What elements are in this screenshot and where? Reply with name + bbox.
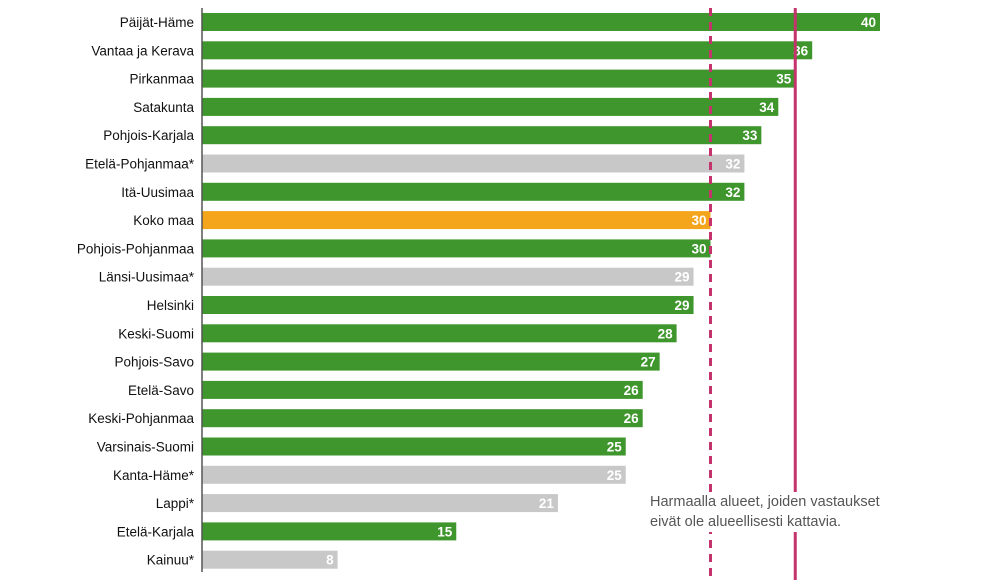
value-label: 30	[691, 213, 706, 228]
bar-kanta-häme	[202, 465, 626, 484]
bar-pohjois-savo	[202, 352, 660, 371]
category-label: Pohjois-Pohjanmaa	[77, 241, 195, 256]
category-label: Etelä-Savo	[128, 383, 194, 398]
value-label: 27	[641, 355, 656, 370]
value-label: 26	[624, 411, 640, 426]
bar-vantaa-ja-kerava	[202, 41, 813, 60]
category-label: Helsinki	[147, 298, 194, 313]
bar-varsinais-suomi	[202, 437, 626, 456]
category-label: Pirkanmaa	[129, 72, 194, 87]
value-label: 28	[658, 326, 674, 341]
bar-päijät-häme	[202, 13, 880, 31]
category-label: Kainuu*	[147, 553, 195, 568]
category-label: Keski-Suomi	[118, 326, 194, 341]
category-label: Pohjois-Savo	[114, 355, 194, 370]
category-label: Lappi*	[156, 496, 195, 511]
bar-etelä-karjala	[202, 522, 457, 541]
category-label: Etelä-Pohjanmaa*	[85, 157, 195, 172]
bar-lappi	[202, 494, 558, 513]
category-label: Kanta-Häme*	[113, 468, 195, 483]
category-label: Pohjois-Karjala	[103, 128, 194, 143]
bar-pirkanmaa	[202, 69, 796, 88]
value-label: 29	[675, 298, 690, 313]
value-label: 25	[607, 468, 623, 483]
bar-kainuu	[202, 550, 338, 569]
category-label: Päijät-Häme	[120, 15, 194, 30]
value-label: 35	[776, 72, 792, 87]
category-label: Itä-Uusimaa	[121, 185, 194, 200]
value-label: 8	[326, 553, 334, 568]
bar-itä-uusimaa	[202, 182, 745, 201]
category-label: Varsinais-Suomi	[97, 440, 194, 455]
value-label: 34	[759, 100, 775, 115]
value-label: 15	[437, 524, 453, 539]
category-label: Vantaa ja Kerava	[91, 43, 194, 58]
bar-keski-pohjanmaa	[202, 409, 643, 428]
category-label: Koko maa	[133, 213, 194, 228]
reference-lines-layer	[709, 8, 797, 580]
category-label: Keski-Pohjanmaa	[88, 411, 194, 426]
bar-etelä-pohjanmaa	[202, 154, 745, 173]
category-label: Satakunta	[133, 100, 194, 115]
bar-länsi-uusimaa	[202, 267, 694, 286]
bar-satakunta	[202, 97, 779, 116]
bar-helsinki	[202, 296, 694, 314]
bars-layer: Päijät-Häme 40 Vantaa ja Kerava 36 Pirkanmaa…	[77, 13, 880, 569]
category-label: Etelä-Karjala	[117, 524, 195, 539]
value-label: 33	[742, 128, 758, 143]
value-label: 29	[675, 270, 690, 285]
value-label: 32	[725, 185, 740, 200]
value-label: 36	[793, 43, 809, 58]
bar-keski-suomi	[202, 324, 677, 343]
bar-etelä-savo	[202, 380, 643, 399]
bar-koko-maa	[202, 211, 711, 230]
value-label: 26	[624, 383, 640, 398]
bar-pohjois-pohjanmaa	[202, 239, 711, 258]
value-label: 21	[539, 496, 555, 511]
value-label: 32	[725, 157, 740, 172]
bar-pohjois-karjala	[202, 126, 762, 145]
category-label: Länsi-Uusimaa*	[99, 270, 195, 285]
value-label: 25	[607, 440, 623, 455]
value-label: 30	[691, 241, 706, 256]
coverage-note: Harmaalla alueet, joiden vastaukset eivä…	[650, 492, 1000, 532]
value-label: 40	[861, 15, 876, 30]
